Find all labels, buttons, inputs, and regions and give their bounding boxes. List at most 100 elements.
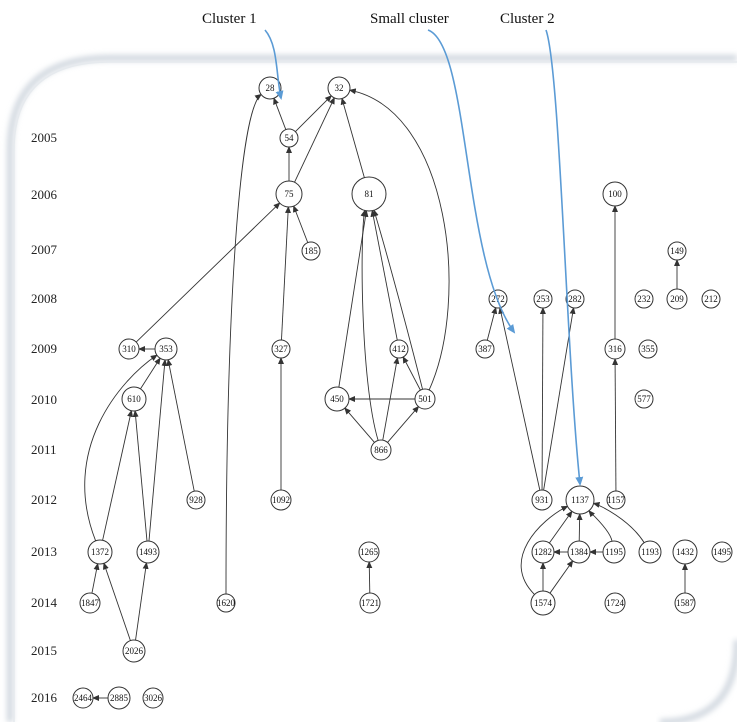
year-label-2016: 2016 bbox=[31, 690, 58, 705]
node-label: 501 bbox=[418, 394, 432, 404]
node-1193: 1193 bbox=[638, 540, 662, 564]
node-circle bbox=[136, 540, 160, 564]
node-2464: 2464 bbox=[72, 687, 94, 709]
edge-1493-to-610 bbox=[132, 409, 148, 542]
node-circle bbox=[634, 289, 654, 309]
node-label: 931 bbox=[535, 495, 549, 505]
edge-928-to-353 bbox=[166, 358, 195, 492]
node-1493: 1493 bbox=[136, 540, 160, 564]
node-label: 387 bbox=[478, 344, 492, 354]
edge-54-to-28 bbox=[273, 97, 287, 130]
node-355: 355 bbox=[638, 339, 658, 359]
node-circle bbox=[118, 338, 140, 360]
node-label: 310 bbox=[122, 344, 136, 354]
small-cluster-pointer bbox=[427, 29, 516, 334]
node-label: 1282 bbox=[534, 547, 552, 557]
node-label: 28 bbox=[266, 83, 276, 93]
node-1574: 1574 bbox=[530, 590, 556, 616]
node-circle bbox=[271, 339, 291, 359]
node-1847: 1847 bbox=[79, 592, 101, 614]
node-1721: 1721 bbox=[359, 592, 381, 614]
node-label: 928 bbox=[189, 495, 203, 505]
edge-387-to-272 bbox=[486, 306, 498, 341]
node-label: 2464 bbox=[74, 693, 93, 703]
node-32: 32 bbox=[327, 76, 351, 100]
node-circle bbox=[301, 241, 321, 261]
node-2885: 2885 bbox=[107, 686, 131, 710]
node-circle bbox=[216, 593, 236, 613]
year-label-2012: 2012 bbox=[31, 492, 57, 507]
edge-610-to-353 bbox=[140, 357, 161, 390]
edge-501-to-412 bbox=[402, 356, 421, 391]
node-label: 1587 bbox=[676, 598, 695, 608]
node-circle bbox=[666, 288, 688, 310]
node-327: 327 bbox=[271, 339, 291, 359]
edge-1620-to-28 bbox=[225, 93, 262, 595]
edge-866-to-450 bbox=[344, 407, 375, 443]
node-circle bbox=[530, 590, 556, 616]
node-circle bbox=[142, 687, 164, 709]
node-circle bbox=[275, 180, 303, 208]
node-label: 353 bbox=[159, 344, 173, 354]
node-1372: 1372 bbox=[87, 539, 113, 565]
node-circle bbox=[107, 686, 131, 710]
edge-1195-to-1137 bbox=[588, 509, 613, 542]
edge-81-to-32 bbox=[340, 97, 365, 178]
edge-310-to-75 bbox=[135, 202, 281, 343]
node-circle bbox=[121, 386, 147, 412]
node-label: 355 bbox=[641, 344, 655, 354]
node-label: 577 bbox=[637, 394, 651, 404]
node-2026: 2026 bbox=[122, 639, 146, 663]
node-label: 1195 bbox=[605, 547, 623, 557]
node-387: 387 bbox=[475, 339, 495, 359]
edge-1721-to-1265 bbox=[366, 560, 373, 594]
node-577: 577 bbox=[634, 389, 654, 409]
node-circle bbox=[667, 241, 687, 261]
node-circle bbox=[270, 489, 292, 511]
node-label: 81 bbox=[365, 189, 374, 199]
edge-327-to-75 bbox=[281, 205, 292, 341]
node-circle bbox=[565, 485, 595, 515]
node-866: 866 bbox=[370, 439, 392, 461]
node-label: 212 bbox=[704, 294, 718, 304]
year-label-2013: 2013 bbox=[31, 544, 57, 559]
node-circle bbox=[711, 541, 733, 563]
node-circle bbox=[674, 592, 696, 614]
node-circle bbox=[358, 541, 380, 563]
node-label: 1092 bbox=[272, 495, 290, 505]
node-circle bbox=[533, 289, 553, 309]
edge-1282-to-1137 bbox=[549, 510, 573, 544]
node-circle bbox=[531, 540, 555, 564]
node-54: 54 bbox=[279, 128, 299, 148]
node-circle bbox=[634, 389, 654, 409]
frame bbox=[7, 55, 737, 722]
cluster-1-pointer bbox=[264, 29, 284, 100]
node-label: 1432 bbox=[676, 547, 694, 557]
node-label: 1137 bbox=[571, 495, 589, 505]
year-label-2007: 2007 bbox=[31, 242, 58, 257]
edge-1574-to-1137 bbox=[520, 505, 569, 595]
node-1495: 1495 bbox=[711, 541, 733, 563]
edge-1847-to-1372 bbox=[91, 562, 100, 594]
node-185: 185 bbox=[301, 241, 321, 261]
node-353: 353 bbox=[154, 337, 178, 361]
node-circle bbox=[351, 176, 387, 212]
node-1137: 1137 bbox=[565, 485, 595, 515]
cluster-callouts: Cluster 1 Small cluster Cluster 2 bbox=[202, 11, 584, 486]
edge-1193-to-1137 bbox=[592, 501, 645, 543]
year-label-2011: 2011 bbox=[31, 442, 57, 457]
node-circle bbox=[606, 490, 626, 510]
node-circle bbox=[279, 128, 299, 148]
node-label: 75 bbox=[285, 189, 295, 199]
year-label-2015: 2015 bbox=[31, 643, 57, 658]
edge-866-to-412 bbox=[382, 356, 400, 441]
node-label: 282 bbox=[568, 294, 582, 304]
node-label: 1847 bbox=[81, 598, 100, 608]
node-circle bbox=[370, 439, 392, 461]
node-circle bbox=[604, 338, 626, 360]
year-label-2006: 2006 bbox=[31, 187, 58, 202]
node-232: 232 bbox=[634, 289, 654, 309]
node-label: 2885 bbox=[110, 693, 129, 703]
node-212: 212 bbox=[701, 289, 721, 309]
